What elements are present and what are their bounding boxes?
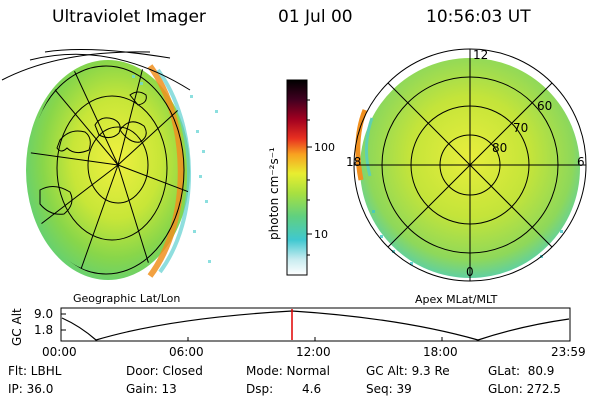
time-tick-1200: 12:00 [296,345,331,359]
mlt-label-0: 0 [466,265,474,279]
polar-image: 12 18 6 0 60 70 80 [346,48,587,282]
dayside-arc [355,109,368,181]
colorbar-label: photon cm⁻²s⁻¹ [267,147,281,240]
date-label: 01 Jul 00 [278,7,353,27]
time-label: 10:56:03 UT [426,7,531,27]
gain-info: Gain: 13 [126,382,177,396]
colorbar-tick-100: 100 [314,141,335,154]
left-panel-caption: Geographic Lat/Lon [73,292,180,305]
polar-grid [353,48,587,282]
right-panel-caption: Apex MLat/MLT [415,293,498,306]
color-scale: 100 10 photon cm⁻²s⁻¹ [267,79,335,276]
door-info: Door: Closed [126,364,203,378]
altitude-plot: 9.0 1.8 GC Alt 00:00 06:00 12:00 18:00 2… [10,307,586,359]
mode-info: Mode: Normal [246,364,330,378]
mlt-label-12: 12 [473,48,488,62]
seq-info: Seq: 39 [366,382,412,396]
altitude-plot-frame [60,307,571,342]
filter-info: Flt: LBHL [8,364,62,378]
lat-lon-grid [30,60,190,276]
instrument-title: Ultraviolet Imager [52,7,206,27]
alt-tick-1-8: 1.8 [34,323,53,337]
glon-info: GLon: 272.5 [488,382,561,396]
geographic-image [1,49,218,280]
alt-tick-9: 9.0 [34,307,53,321]
ip-info: IP: 36.0 [8,382,54,396]
glat-info: GLat: 80.9 [488,364,555,378]
time-tick-0600: 06:00 [169,345,204,359]
mlat-label-60: 60 [537,99,552,113]
time-tick-0000: 00:00 [42,345,77,359]
alt-axis-label: GC Alt [10,308,24,346]
mlt-label-6: 6 [577,155,585,169]
dsp-label: Dsp: [246,382,274,396]
mlat-label-70: 70 [513,121,528,135]
time-tick-1800: 18:00 [423,345,458,359]
colorbar-gradient [286,79,308,276]
mlat-label-80: 80 [492,141,507,155]
colorbar-tick-10: 10 [314,228,328,241]
mlt-label-18: 18 [346,155,361,169]
gc-alt-info: GC Alt: 9.3 Re [366,364,450,378]
dsp-value: 4.6 [302,382,322,396]
time-tick-2359: 23:59 [551,345,586,359]
limb-arc [147,64,184,278]
